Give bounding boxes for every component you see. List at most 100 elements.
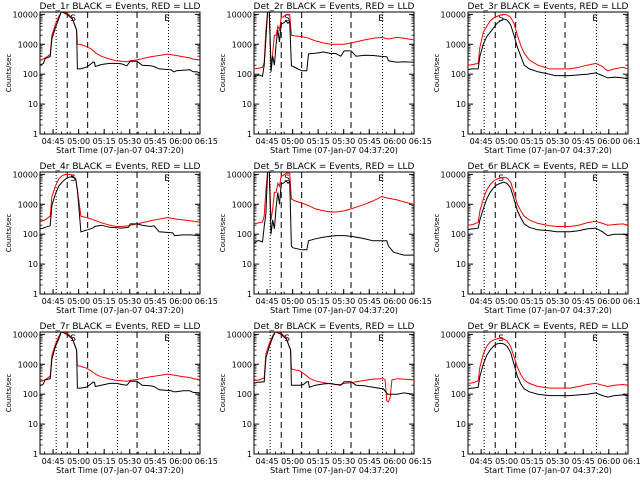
y-tick-label: 1 <box>461 290 466 299</box>
x-tick-label: 05:00 <box>495 297 518 306</box>
x-tick-label: 05:45 <box>358 137 381 146</box>
x-tick-label: 06:00 <box>169 137 192 146</box>
x-tick-label: 05:00 <box>67 457 90 466</box>
x-tick-label: 06:00 <box>597 297 620 306</box>
plot-frame <box>467 11 629 135</box>
y-axis-label: Counts/sec <box>5 54 13 93</box>
y-tick-label: 10000 <box>441 10 466 19</box>
x-tick-label: 06:15 <box>623 457 640 466</box>
panel-title: Det_2r BLACK = Events, RED = LLD <box>254 2 415 12</box>
lld-series-line <box>468 176 628 227</box>
x-tick-label: 05:30 <box>118 297 141 306</box>
events-series-line <box>468 18 628 80</box>
x-tick-label: 05:45 <box>144 297 167 306</box>
panel-det-8: Det_8r BLACK = Events, RED = LLD 1 10 100 10… <box>219 322 432 475</box>
lld-series-line <box>468 337 628 389</box>
x-tick-label: 06:00 <box>169 457 192 466</box>
s-marker: S <box>284 334 290 344</box>
x-tick-label: 05:00 <box>67 137 90 146</box>
lld-series-line <box>40 332 200 383</box>
x-tick-label: 05:45 <box>144 457 167 466</box>
x-tick-label: 06:00 <box>383 297 406 306</box>
y-tick-label: 100 <box>451 230 466 239</box>
panel-det-9: Det_9r BLACK = Events, RED = LLD 1 10 100 10… <box>433 322 640 475</box>
x-tick-label: 06:15 <box>623 137 640 146</box>
plot-frame <box>39 331 201 455</box>
x-tick-label: 05:00 <box>495 457 518 466</box>
panel-title: Det_4r BLACK = Events, RED = LLD <box>40 162 201 172</box>
y-tick-label: 10 <box>28 100 38 109</box>
e-marker: E <box>378 334 384 344</box>
y-tick-label: 1 <box>247 290 252 299</box>
y-tick-label: 10000 <box>441 170 466 179</box>
y-tick-label: 10000 <box>227 170 252 179</box>
x-tick-label: 05:45 <box>572 457 595 466</box>
y-tick-label: 10 <box>242 260 252 269</box>
x-tick-label: 05:45 <box>572 137 595 146</box>
x-tick-label: 05:15 <box>521 457 544 466</box>
y-tick-label: 1000 <box>18 360 38 369</box>
y-tick-label: 100 <box>451 70 466 79</box>
x-tick-label: 05:15 <box>307 137 330 146</box>
plot-frame <box>39 11 201 135</box>
x-axis-label: Start Time (07-Jan-07 04:37:20) <box>270 306 398 315</box>
x-tick-label: 05:15 <box>93 297 116 306</box>
s-marker: S <box>70 14 76 24</box>
x-tick-label: 05:15 <box>307 297 330 306</box>
x-tick-label: 06:15 <box>409 297 432 306</box>
y-tick-label: 1000 <box>232 40 252 49</box>
x-tick-label: 05:00 <box>495 137 518 146</box>
y-axis-label: Counts/sec <box>5 374 13 413</box>
y-tick-label: 1 <box>33 130 38 139</box>
x-tick-label: 05:00 <box>281 137 304 146</box>
x-tick-label: 05:45 <box>572 297 595 306</box>
x-axis-label: Start Time (07-Jan-07 04:37:20) <box>484 146 612 155</box>
events-series-line <box>254 332 414 395</box>
y-axis-label: Counts/sec <box>433 374 441 413</box>
panel-title: Det_5r BLACK = Events, RED = LLD <box>254 162 415 172</box>
x-axis-label: Start Time (07-Jan-07 04:37:20) <box>56 146 184 155</box>
plot-frame <box>39 171 201 295</box>
panel-title: Det_3r BLACK = Events, RED = LLD <box>468 2 629 12</box>
y-tick-label: 1 <box>247 450 252 459</box>
e-marker: E <box>164 334 170 344</box>
events-series-line <box>40 332 200 394</box>
panel-title: Det_7r BLACK = Events, RED = LLD <box>40 322 201 332</box>
x-tick-label: 05:15 <box>93 137 116 146</box>
events-series-line <box>468 181 628 237</box>
x-tick-label: 05:30 <box>118 137 141 146</box>
e-marker: E <box>378 14 384 24</box>
panel-det-7: Det_7r BLACK = Events, RED = LLD 1 10 100 10… <box>5 322 218 475</box>
x-tick-label: 06:00 <box>597 457 620 466</box>
panel-title: Det_1r BLACK = Events, RED = LLD <box>40 2 201 12</box>
x-tick-label: 04:45 <box>256 137 279 146</box>
y-tick-label: 1000 <box>446 40 466 49</box>
plot-frame <box>253 171 415 295</box>
x-tick-label: 05:45 <box>358 457 381 466</box>
x-tick-label: 04:45 <box>470 457 493 466</box>
x-axis-label: Start Time (07-Jan-07 04:37:20) <box>56 306 184 315</box>
s-marker: S <box>284 174 290 184</box>
e-marker: E <box>592 334 598 344</box>
y-tick-label: 1000 <box>232 360 252 369</box>
s-marker: S <box>70 334 76 344</box>
x-tick-label: 06:00 <box>597 137 620 146</box>
x-tick-label: 05:15 <box>521 137 544 146</box>
panel-title: Det_9r BLACK = Events, RED = LLD <box>468 322 629 332</box>
y-tick-label: 1 <box>33 450 38 459</box>
x-tick-label: 04:45 <box>42 137 65 146</box>
y-axis-label: Counts/sec <box>219 54 227 93</box>
y-tick-label: 10 <box>242 420 252 429</box>
x-tick-label: 05:30 <box>332 137 355 146</box>
s-marker: S <box>498 334 504 344</box>
y-tick-label: 100 <box>23 70 38 79</box>
x-tick-label: 06:00 <box>383 137 406 146</box>
x-axis-label: Start Time (07-Jan-07 04:37:20) <box>484 466 612 475</box>
y-tick-label: 1 <box>461 130 466 139</box>
x-tick-label: 05:15 <box>521 297 544 306</box>
y-tick-label: 1 <box>247 130 252 139</box>
y-tick-label: 1000 <box>446 360 466 369</box>
x-axis-label: Start Time (07-Jan-07 04:37:20) <box>484 306 612 315</box>
lld-series-line <box>40 12 200 63</box>
